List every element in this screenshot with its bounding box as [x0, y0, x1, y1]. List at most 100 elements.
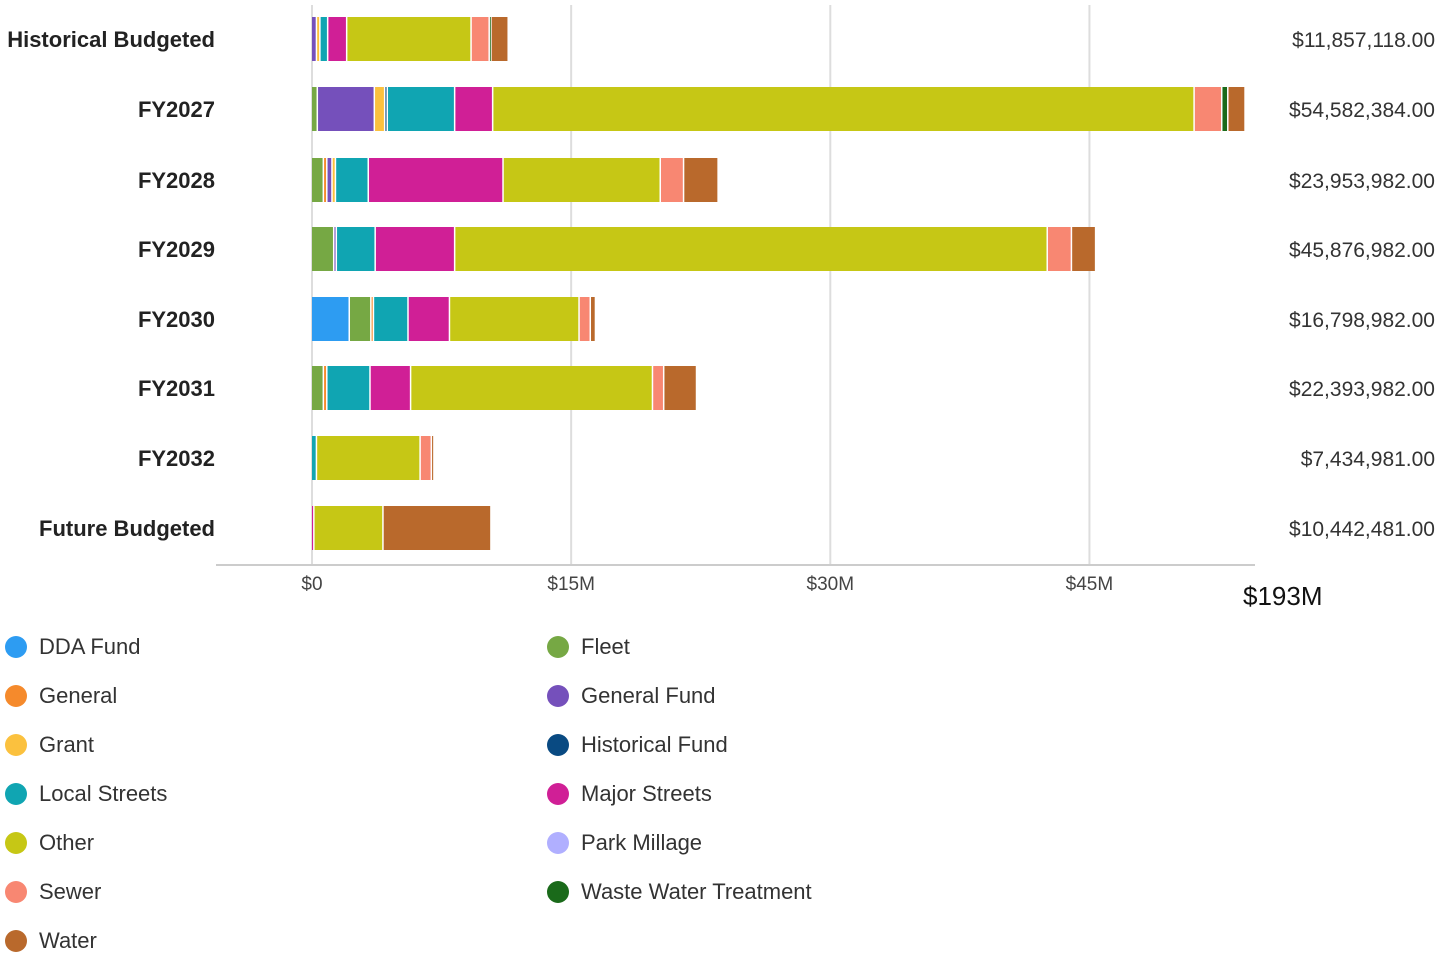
bar-segment [408, 297, 449, 341]
legend-color-dot [547, 783, 569, 805]
bar-segment [327, 158, 332, 202]
bar-segment [1222, 87, 1228, 131]
legend-item: Major Streets [542, 779, 712, 809]
legend-item: DDA Fund [0, 632, 141, 662]
legend-item: Waste Water Treatment [542, 877, 812, 907]
bar-segment [336, 158, 368, 202]
legend-color-dot [547, 832, 569, 854]
bar-segment [388, 87, 454, 131]
legend-item: Local Streets [0, 779, 167, 809]
bar-segment [1047, 227, 1071, 271]
bar-total-label: $22,393,982.00 [1289, 378, 1435, 401]
legend-item: Sewer [0, 877, 101, 907]
legend-label: Waste Water Treatment [581, 879, 812, 904]
bar-segment [320, 17, 327, 61]
bar-segment [579, 297, 590, 341]
bar-segment [314, 506, 383, 550]
bar-segment [660, 158, 683, 202]
bar-total-label: $10,442,481.00 [1289, 518, 1435, 541]
legend-color-dot [5, 881, 27, 903]
legend-label: Major Streets [581, 781, 712, 806]
legend-label: Sewer [39, 879, 102, 904]
bar-segment [369, 158, 503, 202]
bar-segment [432, 436, 434, 480]
chart-legend: DDA Fund General Grant Local Streets Other Se… [0, 632, 900, 953]
legend-item: Other [0, 828, 94, 858]
grand-total-label: $193M [1243, 581, 1323, 611]
legend-label: Fleet [581, 634, 630, 659]
bar-segment [489, 17, 491, 61]
bar-segment [411, 366, 652, 410]
legend-label: General Fund [581, 683, 716, 708]
category-label: FY2027 [138, 97, 215, 122]
x-tick-label: $30M [807, 574, 855, 595]
bar-segment [318, 87, 374, 131]
bar-segment [328, 17, 346, 61]
bar-segment [420, 436, 431, 480]
legend-color-dot [547, 734, 569, 756]
bar-total-label: $11,857,118.00 [1292, 29, 1435, 52]
bar-segment [324, 158, 327, 202]
bar-segment [374, 297, 408, 341]
legend-color-dot [5, 832, 27, 854]
bar-segment [312, 506, 314, 550]
bar-segment [312, 297, 349, 341]
bar-segment [375, 227, 454, 271]
legend-label: General [39, 683, 118, 708]
bar-segment [312, 17, 316, 61]
legend-label: Other [39, 830, 95, 855]
legend-item: General Fund [542, 681, 716, 711]
legend-item: Grant [0, 730, 94, 760]
legend-color-dot [5, 685, 27, 707]
bar-total-label: $23,953,982.00 [1289, 170, 1435, 193]
legend-item: General [0, 681, 117, 711]
legend-label: Water [39, 928, 97, 953]
bar-segment [334, 227, 336, 271]
bar-segment [653, 366, 663, 410]
bar-segment [317, 17, 320, 61]
bar-segment [1194, 87, 1221, 131]
legend-item: Water [0, 926, 97, 956]
bar-segment [312, 87, 317, 131]
bar-total-label: $54,582,384.00 [1289, 99, 1435, 122]
bar-segment [383, 506, 491, 550]
bar-segment [375, 87, 384, 131]
bar-segment [1228, 87, 1245, 131]
category-label: Future Budgeted [39, 516, 215, 541]
category-label: FY2030 [138, 307, 215, 332]
legend-color-dot [5, 783, 27, 805]
bar-segment [312, 366, 323, 410]
category-label: FY2028 [138, 168, 215, 193]
bar-segment [664, 366, 696, 410]
bar-segment [471, 17, 489, 61]
legend-color-dot [5, 636, 27, 658]
category-label: Historical Budgeted [7, 27, 215, 52]
bar-total-label: $16,798,982.00 [1289, 309, 1435, 332]
bar-segment [455, 227, 1047, 271]
bar-total-label: $7,434,981.00 [1301, 448, 1435, 471]
bar-segment [350, 297, 371, 341]
category-label: FY2031 [138, 376, 215, 401]
bar-segment [371, 297, 373, 341]
bar-segment [324, 366, 327, 410]
bar-segment [312, 158, 323, 202]
bar-segment [317, 436, 420, 480]
legend-color-dot [547, 636, 569, 658]
bar-segment [684, 158, 718, 202]
legend-color-dot [5, 930, 27, 952]
legend-label: Grant [39, 732, 95, 757]
legend-label: DDA Fund [39, 634, 141, 659]
x-tick-label: $0 [301, 574, 322, 595]
bar-segment [503, 158, 660, 202]
bar-segment [347, 17, 471, 61]
bar-segment [370, 366, 410, 410]
legend-color-dot [547, 881, 569, 903]
bar-segment [332, 158, 335, 202]
bar-total-label: $45,876,982.00 [1289, 239, 1435, 262]
legend-item: Park Millage [542, 828, 702, 858]
stacked-bar-chart: $0 $15M $30M $45M Historical Budgeted $11,857… [7, 5, 1435, 595]
legend-label: Park Millage [581, 830, 703, 855]
legend-item: Historical Fund [542, 730, 728, 760]
legend-color-dot [547, 685, 569, 707]
bar-segment [385, 87, 387, 131]
